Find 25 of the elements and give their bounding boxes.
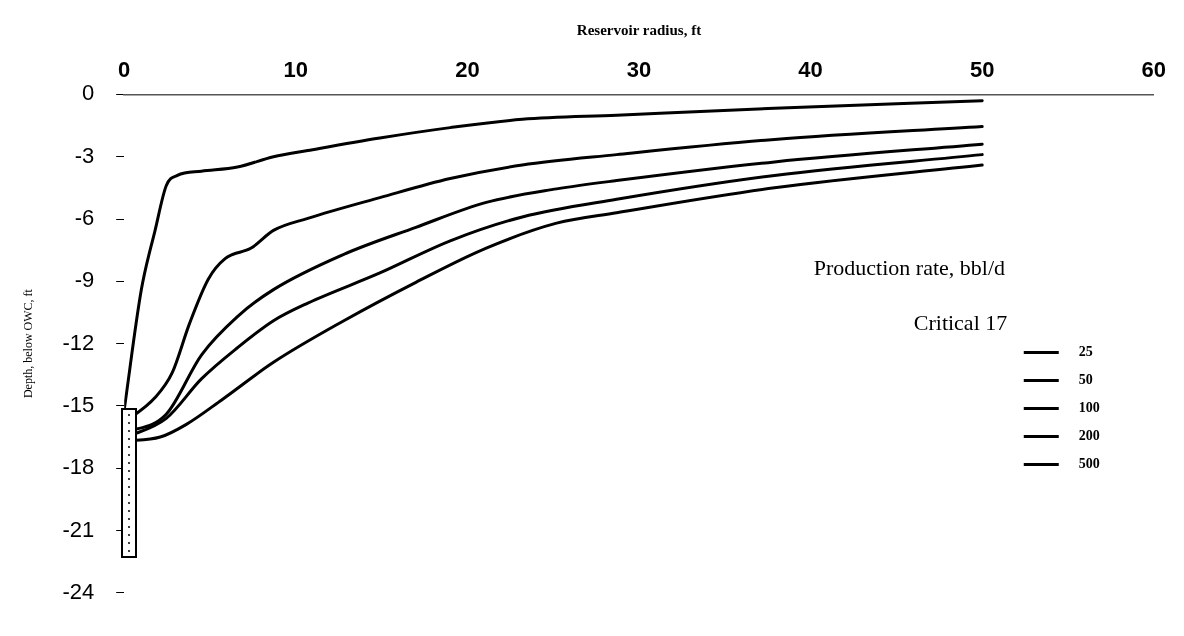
x-tick-label: 30 — [626, 57, 652, 83]
y-tick-label: -6 — [74, 205, 95, 231]
y-tick-label: -9 — [74, 267, 95, 293]
annotation: Critical 17 — [913, 310, 1008, 336]
y-tick-label: -12 — [62, 329, 95, 355]
x-tick-label: 40 — [798, 57, 823, 83]
y-axis-title: Depth, below OWC, ft — [21, 288, 36, 399]
x-tick-label: 20 — [455, 57, 480, 83]
y-tick-label: 0 — [81, 80, 95, 106]
legend-label: 500 — [1078, 456, 1100, 472]
legend-label: 25 — [1078, 344, 1093, 360]
x-tick-label: 50 — [969, 57, 995, 83]
x-axis-title: Reservoir radius, ft — [576, 21, 702, 38]
y-tick-label: -24 — [62, 578, 95, 604]
y-tick-label: -15 — [62, 391, 95, 417]
x-tick-label: 10 — [283, 57, 309, 83]
legend-label: 50 — [1078, 372, 1093, 388]
legend-title: Production rate, bbl/d — [813, 255, 1006, 281]
y-tick-label: -21 — [62, 516, 95, 542]
y-tick-label: -3 — [74, 142, 95, 168]
x-tick-label: 60 — [1141, 57, 1167, 83]
x-tick-label: 0 — [118, 57, 131, 83]
y-tick-label: -18 — [62, 454, 95, 480]
legend-label: 200 — [1078, 428, 1100, 444]
legend-label: 100 — [1078, 400, 1100, 416]
